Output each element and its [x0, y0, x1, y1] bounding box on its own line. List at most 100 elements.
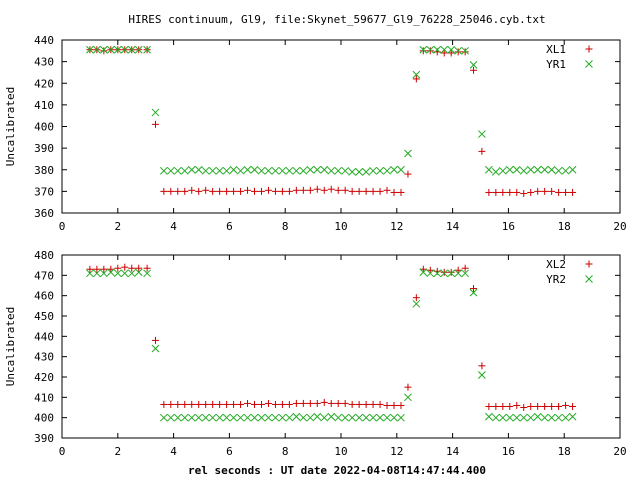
data-point — [188, 400, 196, 408]
data-point — [454, 46, 463, 55]
data-point — [264, 413, 273, 422]
data-point — [376, 413, 384, 422]
data-point — [237, 400, 245, 408]
data-point — [478, 362, 486, 370]
data-point — [229, 413, 238, 422]
data-point — [512, 165, 521, 174]
x-tick-label: 16 — [502, 220, 515, 233]
x-tick-label: 8 — [282, 445, 289, 458]
data-point — [485, 412, 493, 421]
data-point — [461, 48, 469, 56]
chart-title: HIRES continuum, Gl9, file:Skynet_59677_… — [128, 13, 545, 26]
data-point — [114, 264, 122, 272]
data-point — [327, 399, 335, 407]
data-point — [383, 401, 391, 409]
data-point — [251, 400, 259, 408]
data-point — [447, 269, 456, 278]
data-point — [202, 186, 210, 194]
data-point — [541, 402, 549, 410]
data-point — [485, 402, 493, 410]
series-yr2 — [86, 268, 577, 422]
data-point — [404, 170, 412, 178]
data-point — [243, 165, 252, 174]
x-tick-label: 0 — [59, 220, 66, 233]
data-point — [376, 400, 384, 408]
data-point — [547, 413, 556, 422]
data-point — [334, 413, 343, 422]
data-point — [505, 165, 514, 174]
data-point — [120, 45, 129, 54]
data-point — [166, 413, 175, 422]
data-point — [569, 402, 577, 410]
data-point — [215, 166, 224, 175]
data-point — [243, 413, 252, 422]
data-point — [369, 166, 377, 175]
x-tick-label: 6 — [226, 220, 233, 233]
legend-marker — [585, 45, 593, 53]
data-point — [469, 288, 478, 297]
data-point — [569, 188, 577, 196]
data-point — [362, 187, 370, 195]
data-point — [461, 264, 469, 272]
data-point — [195, 187, 203, 195]
data-point — [440, 45, 449, 54]
data-point — [520, 190, 528, 198]
data-point — [174, 400, 182, 408]
data-point — [540, 413, 549, 422]
data-point — [412, 299, 421, 308]
data-point — [505, 413, 514, 422]
data-point — [271, 400, 279, 408]
data-point — [526, 165, 535, 174]
y-tick-label: 410 — [34, 391, 54, 404]
y-tick-label: 460 — [34, 290, 54, 303]
data-point — [397, 188, 405, 196]
data-point — [348, 168, 357, 176]
data-point — [313, 165, 322, 174]
data-point — [86, 265, 94, 273]
data-point — [93, 45, 101, 54]
x-tick-label: 0 — [59, 445, 66, 458]
data-point — [264, 186, 272, 194]
data-point — [278, 413, 287, 422]
data-point — [173, 413, 182, 422]
data-point — [433, 45, 442, 54]
data-point — [195, 400, 203, 408]
data-point — [478, 147, 486, 155]
data-point — [341, 186, 349, 194]
data-point — [209, 400, 217, 408]
data-point — [299, 413, 308, 422]
data-point — [99, 45, 108, 54]
data-point — [159, 413, 168, 422]
data-point — [151, 344, 160, 353]
data-point — [355, 400, 363, 408]
data-point — [548, 402, 556, 410]
data-point — [215, 413, 224, 422]
legend-label: YR2 — [546, 273, 566, 286]
data-point — [454, 269, 463, 278]
data-point — [334, 399, 342, 407]
data-point — [134, 268, 143, 277]
data-point — [513, 188, 521, 196]
data-point — [454, 266, 462, 274]
x-tick-label: 2 — [114, 220, 121, 233]
data-point — [251, 187, 259, 195]
data-point — [334, 186, 342, 194]
data-point — [166, 166, 175, 175]
data-point — [390, 188, 398, 196]
data-point — [160, 400, 168, 408]
data-point — [397, 401, 405, 409]
data-point — [202, 400, 210, 408]
data-point — [216, 400, 224, 408]
data-point — [561, 166, 570, 175]
data-point — [180, 166, 189, 175]
data-point — [292, 412, 301, 421]
data-point — [292, 399, 300, 407]
data-point — [348, 400, 356, 408]
data-point — [100, 47, 108, 55]
data-point — [533, 412, 542, 421]
data-point — [527, 188, 535, 196]
data-point — [278, 166, 287, 175]
data-point — [229, 165, 238, 174]
data-point — [469, 61, 478, 69]
x-tick-label: 14 — [446, 220, 460, 233]
